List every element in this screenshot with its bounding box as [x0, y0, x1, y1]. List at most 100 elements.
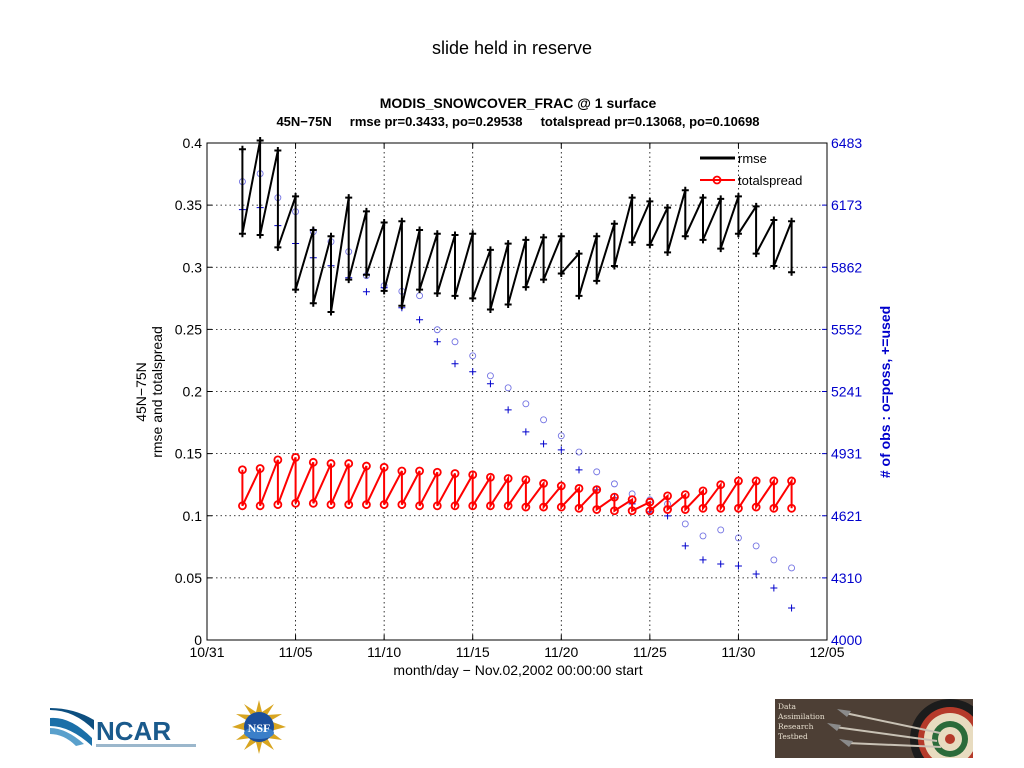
series-point-totalspread [273, 500, 283, 509]
obs-possible-point [593, 468, 601, 476]
series-point-totalspread [680, 490, 690, 500]
y-tick-label: 0.05 [175, 570, 202, 586]
obs-used-point [486, 380, 494, 388]
series-point-totalspread [556, 502, 566, 512]
obs-possible-point [469, 352, 477, 360]
series-point-rmse [557, 232, 565, 240]
obs-possible-point [734, 534, 742, 542]
obs-used-point [788, 604, 796, 612]
series-point-rmse [238, 145, 246, 153]
series-point-totalspread [308, 498, 318, 508]
series-point-rmse [469, 294, 477, 302]
series-point-totalspread [362, 500, 371, 509]
series-point-totalspread [627, 495, 637, 504]
series-point-totalspread [751, 502, 761, 512]
series-point-rmse [256, 231, 264, 239]
series-point-totalspread [450, 501, 460, 511]
series-point-rmse [593, 277, 601, 285]
obs-used-point [770, 584, 778, 592]
series-point-rmse [398, 217, 406, 225]
series-point-rmse [345, 276, 353, 284]
y-tick-label: 0.15 [175, 446, 202, 462]
series-point-totalspread [432, 467, 442, 477]
series-point-rmse [540, 276, 548, 284]
obs-possible-point [416, 292, 424, 300]
x-tick-label: 11/05 [279, 644, 313, 660]
series-point-rmse [292, 286, 300, 294]
series-point-rmse [433, 289, 441, 297]
series-point-rmse [557, 269, 565, 277]
series-point-totalspread [503, 474, 513, 483]
obs-used-point [699, 556, 707, 564]
obs-possible-point [610, 480, 618, 488]
y-right-tick-label: 5862 [831, 259, 862, 275]
y-axis-label-line2: rmse and totalspread [149, 326, 165, 458]
series-point-rmse [646, 241, 654, 249]
obs-possible-point [451, 338, 459, 346]
series-point-totalspread [539, 502, 548, 512]
series-point-rmse [504, 301, 512, 309]
series-point-rmse [274, 243, 282, 251]
obs-possible-point [433, 326, 441, 334]
x-tick-label: 12/05 [809, 644, 844, 660]
series-point-totalspread [769, 476, 779, 486]
series-point-totalspread [468, 470, 478, 480]
series-point-rmse [699, 194, 707, 202]
series-point-totalspread [539, 479, 548, 488]
obs-used-point [717, 560, 725, 568]
series-point-totalspread [663, 505, 672, 514]
axes: 10/31 11/05 11/10 11/15 11/20 11/25 11/30 12/05… [175, 135, 863, 660]
series-point-totalspread [751, 476, 761, 486]
svg-text:NSF: NSF [248, 721, 271, 735]
series-point-totalspread [291, 452, 300, 462]
series-line-rmse [241, 140, 793, 313]
y-right-tick-label: 4000 [831, 632, 862, 648]
chart: MODIS_SNOWCOVER_FRAC @ 1 surface 45N−75N… [133, 95, 893, 678]
series-point-rmse [362, 207, 370, 215]
series-point-totalspread [432, 501, 442, 511]
series-point-rmse [362, 271, 370, 279]
y-tick-label: 0.2 [183, 384, 203, 400]
series-point-rmse [717, 195, 725, 203]
series-point-rmse [451, 231, 459, 239]
x-tick-label: 11/25 [633, 644, 667, 660]
obs-used-point [575, 466, 583, 474]
series-point-rmse [380, 287, 388, 295]
series-point-totalspread [379, 500, 389, 509]
series-point-totalspread [610, 492, 619, 502]
series-point-rmse [486, 246, 494, 254]
series-point-totalspread [610, 506, 619, 516]
obs-used-point [469, 368, 477, 376]
x-axis-label: month/day − Nov.02,2002 00:00:00 start [393, 662, 642, 678]
series-point-totalspread [716, 503, 726, 513]
series-point-totalspread [769, 503, 779, 513]
series-point-rmse [380, 219, 388, 227]
obs-possible-point [557, 432, 565, 440]
plot-frame [206, 142, 828, 641]
observation-counts [238, 170, 796, 612]
legend-label-rmse: rmse [738, 151, 767, 166]
series-point-rmse [433, 230, 441, 238]
series-point-rmse [345, 194, 353, 202]
obs-used-point [752, 570, 760, 578]
series-point-totalspread [415, 466, 424, 476]
series-point-rmse [628, 194, 636, 202]
nsf-logo: NSF [232, 700, 286, 754]
y-tick-label: 0 [194, 632, 202, 648]
series-point-totalspread [521, 475, 531, 485]
obs-possible-point [522, 400, 530, 408]
series-point-totalspread [574, 503, 584, 513]
obs-possible-point [504, 384, 512, 392]
series-point-rmse [752, 250, 760, 258]
obs-used-point [362, 288, 370, 296]
ncar-logo: NCAR [50, 708, 196, 747]
x-tick-label: 11/10 [367, 644, 401, 660]
series-point-rmse [699, 236, 707, 244]
series-point-totalspread [645, 506, 655, 516]
legend-label-totalspread: totalspread [738, 173, 802, 188]
y-axis-label-line1: 45N−75N [133, 362, 149, 422]
y-right-tick-label: 5552 [831, 321, 862, 337]
obs-possible-point [681, 520, 689, 528]
y-tick-label: 0.1 [183, 508, 203, 524]
series-point-rmse [540, 233, 548, 241]
